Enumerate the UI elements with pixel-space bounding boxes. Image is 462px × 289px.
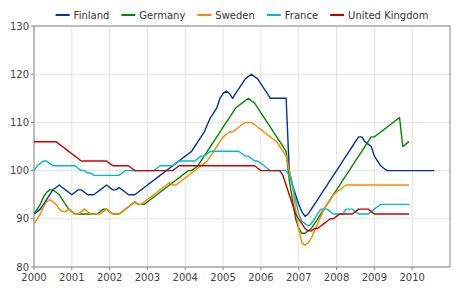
tick-y (31, 122, 34, 123)
tick-x (298, 267, 299, 270)
tick-label-x: 2006 (248, 272, 273, 283)
legend-swatch (56, 14, 70, 16)
tick-label-y: 100 (10, 165, 29, 176)
tick-label-x: 2010 (399, 272, 424, 283)
tick-x (374, 267, 375, 270)
legend-label: United Kingdom (348, 10, 428, 21)
grid-line-x (374, 26, 375, 267)
grid-line-y (34, 74, 450, 75)
legend-item: Sweden (197, 10, 255, 21)
grid-line-x (260, 26, 261, 267)
legend-label: Finland (74, 10, 110, 21)
tick-label-y: 130 (10, 21, 29, 32)
tick-label-y: 110 (10, 117, 29, 128)
grid (34, 26, 450, 267)
tick-label-x: 2003 (135, 272, 160, 283)
series-line (34, 74, 434, 216)
legend-swatch (330, 14, 344, 16)
tick-x (336, 267, 337, 270)
legend-item: France (267, 10, 318, 21)
grid-line-x (412, 26, 413, 267)
legend: Finland Germany Sweden France United Kingdom (56, 10, 429, 21)
tick-label-y: 80 (16, 262, 29, 273)
legend-item: United Kingdom (330, 10, 428, 21)
series-line (34, 151, 409, 226)
tick-y (31, 170, 34, 171)
series-group (34, 74, 434, 245)
legend-item: Finland (56, 10, 110, 21)
tick-label-x: 2007 (286, 272, 311, 283)
tick-label-x: 2005 (210, 272, 235, 283)
tick-x (147, 267, 148, 270)
series-line (34, 142, 409, 231)
grid-line-y (34, 218, 450, 219)
tick-label-x: 2009 (362, 272, 387, 283)
plot-frame (34, 26, 450, 267)
tick-y (31, 218, 34, 219)
tick-label-x: 2001 (59, 272, 84, 283)
tick-x (34, 267, 35, 270)
grid-line-x (71, 26, 72, 267)
series-line (34, 122, 409, 245)
tick-label-x: 2002 (97, 272, 122, 283)
tick-label-x: 2004 (173, 272, 198, 283)
tick-x (223, 267, 224, 270)
legend-swatch (121, 14, 135, 16)
tick-label-x: 2000 (21, 272, 46, 283)
tick-y (31, 26, 34, 27)
legend-swatch (197, 14, 211, 16)
tick-x (185, 267, 186, 270)
grid-line-x (185, 26, 186, 267)
grid-line-x (223, 26, 224, 267)
grid-line-x (109, 26, 110, 267)
legend-label: France (285, 10, 318, 21)
legend-swatch (267, 14, 281, 16)
tick-y (31, 74, 34, 75)
tick-label-y: 120 (10, 69, 29, 80)
tick-label-y: 90 (16, 213, 29, 224)
legend-label: Sweden (215, 10, 255, 21)
legend-item: Germany (121, 10, 185, 21)
grid-line-y (34, 122, 450, 123)
tick-x (260, 267, 261, 270)
tick-x (109, 267, 110, 270)
tick-x (412, 267, 413, 270)
tick-x (71, 267, 72, 270)
chart: 80 90 100 110 120 130 2000 2001 2002 2003 2004 2005… (0, 0, 462, 289)
axes: 80 90 100 110 120 130 2000 2001 2002 2003 2004 2005… (10, 21, 425, 284)
grid-line-x (147, 26, 148, 267)
tick-label-x: 2008 (324, 272, 349, 283)
legend-label: Germany (139, 10, 185, 21)
grid-line-x (336, 26, 337, 267)
